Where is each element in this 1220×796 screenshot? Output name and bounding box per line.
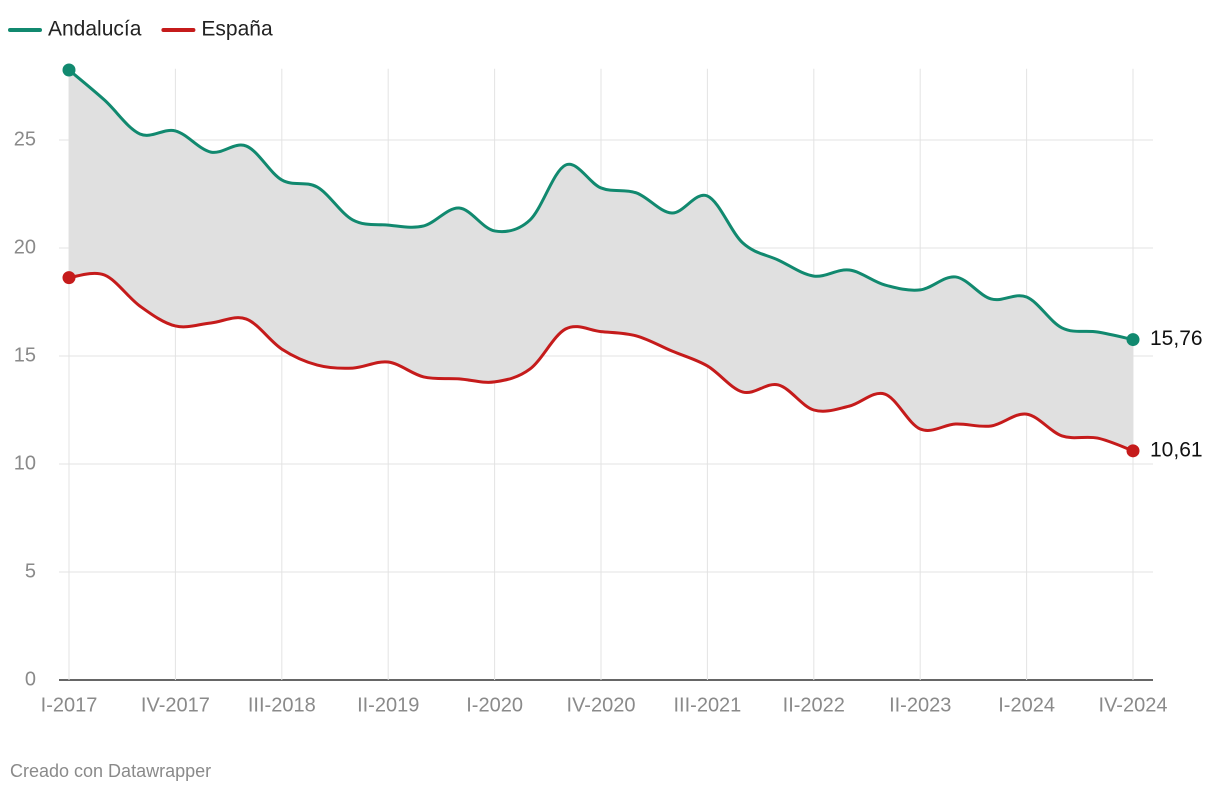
x-tick-label: IV-2024 [1099,694,1168,716]
y-tick-label: 5 [25,560,36,582]
x-tick-label: II-2022 [783,694,845,716]
end-dot [62,271,76,285]
x-tick-label: I-2020 [466,694,523,716]
x-tick-label: II-2019 [357,694,419,716]
x-tick-label: IV-2020 [567,694,636,716]
y-tick-label: 20 [14,236,36,258]
end-dot [1126,333,1140,347]
x-tick-label: IV-2017 [141,694,210,716]
gap-area [69,70,1133,451]
series-line [68,68,1134,342]
x-tick-label: I-2024 [998,694,1055,716]
legend-label: España [201,18,273,41]
x-tick-label: III-2021 [673,694,741,716]
y-tick-label: 15 [14,344,36,366]
legend-label: Andalucía [48,18,142,41]
y-tick-label: 0 [25,668,36,690]
x-tick-label: III-2018 [248,694,316,716]
value-label: 15,76 [1150,327,1203,350]
series-line [68,271,1134,453]
footer: Creado con Datawrapper [10,761,211,781]
y-tick-label: 25 [14,128,36,150]
x-tick-label: I-2017 [41,694,98,716]
end-dot [62,63,76,77]
y-tick-label: 10 [14,452,36,474]
x-tick-label: II-2023 [889,694,951,716]
value-label: 10,61 [1150,438,1203,461]
end-dot [1126,444,1140,458]
